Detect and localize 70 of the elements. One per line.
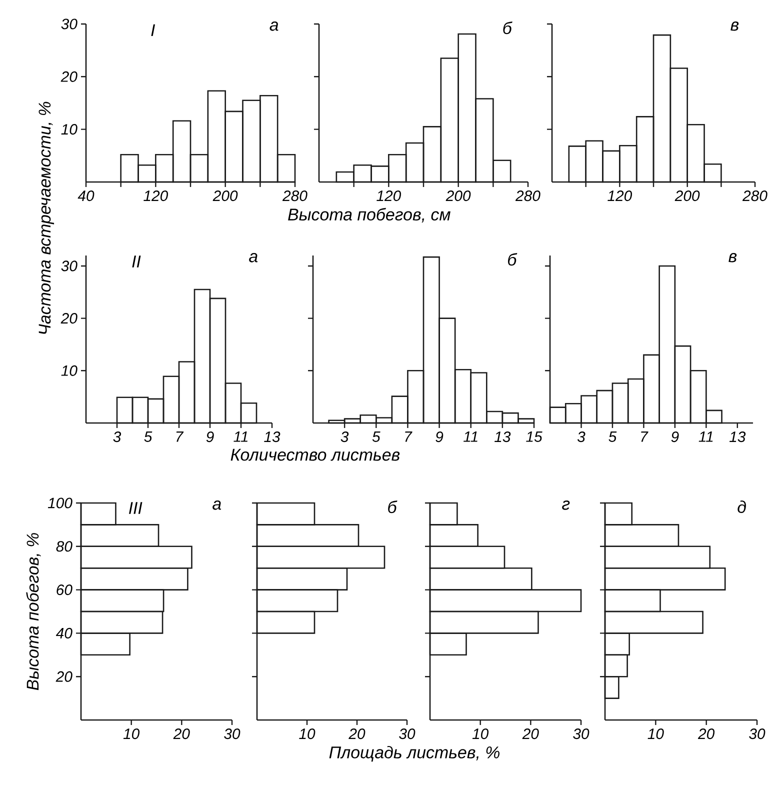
x-tick-label: 10 [123, 728, 140, 740]
y-tick-label: 30 [61, 260, 78, 272]
x-tick-label: 40 [78, 190, 94, 202]
x-tick-label: 11 [463, 432, 478, 442]
annotation: II [132, 256, 141, 268]
chart-title: д [738, 500, 746, 513]
x-tick-label: 9 [671, 432, 679, 442]
x-tick-label: 13 [494, 432, 511, 442]
y-tick-label: 60 [56, 584, 72, 596]
x-tick-label: 10 [472, 728, 489, 740]
y-axis-title: Частота встречаемости, % [38, 102, 54, 334]
chart-title: в [730, 22, 739, 31]
chart-title: а [270, 22, 278, 31]
x-axis-title: Высота побегов, см [288, 208, 450, 223]
x-tick-label: 5 [608, 432, 617, 442]
x-tick-label: 11 [698, 432, 713, 442]
x-tick-label: 20 [348, 728, 366, 740]
x-tick-label: 200 [212, 190, 238, 202]
x-tick-label: 15 [526, 432, 542, 442]
x-tick-label: 120 [144, 190, 168, 202]
x-tick-label: 3 [577, 432, 586, 442]
chart-title: г [562, 500, 570, 510]
y-tick-label: 80 [56, 541, 72, 552]
y-tick-label: 10 [61, 365, 78, 376]
x-tick-label: 200 [446, 190, 471, 202]
x-tick-label: 9 [206, 432, 214, 442]
x-tick-label: 20 [173, 728, 190, 740]
x-tick-label: 280 [742, 190, 768, 202]
annotation: I [151, 24, 156, 36]
x-tick-label: 30 [399, 728, 416, 740]
x-tick-label: 30 [573, 728, 590, 740]
x-tick-label: 30 [749, 728, 766, 740]
x-tick-label: 10 [648, 728, 664, 740]
y-tick-label: 40 [56, 628, 72, 638]
chart-title: в [728, 253, 737, 262]
annotation: III [128, 502, 142, 514]
y-tick-label: 20 [60, 313, 78, 324]
x-tick-label: 9 [436, 432, 444, 442]
x-tick-label: 3 [340, 432, 349, 442]
x-tick-label: 5 [144, 432, 152, 442]
x-tick-label: 20 [698, 728, 715, 740]
chart-title: а [212, 500, 222, 510]
x-axis-title: Количество листьев [230, 448, 400, 461]
x-tick-label: 3 [113, 432, 122, 442]
chart-title: б [503, 22, 512, 34]
x-tick-label: 280 [282, 190, 308, 202]
x-tick-label: 11 [234, 432, 248, 442]
x-tick-label: 280 [515, 190, 540, 202]
y-tick-label: 20 [60, 71, 78, 82]
x-tick-label: 200 [674, 190, 700, 202]
y-axis-title: Высота побегов, % [26, 533, 41, 690]
x-tick-label: 30 [224, 728, 240, 740]
chart-title: б [508, 253, 518, 266]
chart-title: б [388, 500, 398, 514]
x-tick-label: 20 [522, 728, 539, 740]
y-tick-label: 100 [48, 498, 72, 508]
x-tick-label: 7 [176, 432, 184, 442]
x-tick-label: 120 [608, 190, 632, 202]
x-tick-label: 7 [405, 432, 412, 442]
x-axis-title: Площадь листьев, % [329, 746, 500, 762]
x-tick-label: 13 [729, 432, 746, 442]
x-tick-label: 13 [264, 432, 280, 442]
y-tick-label: 10 [61, 124, 78, 135]
x-tick-label: 5 [372, 432, 380, 442]
y-tick-label: 20 [56, 671, 72, 682]
x-tick-label: 120 [376, 190, 402, 202]
chart-title: а [249, 253, 258, 262]
y-tick-label: 30 [61, 18, 78, 30]
x-tick-label: 7 [641, 432, 648, 442]
x-tick-label: 10 [299, 728, 316, 740]
